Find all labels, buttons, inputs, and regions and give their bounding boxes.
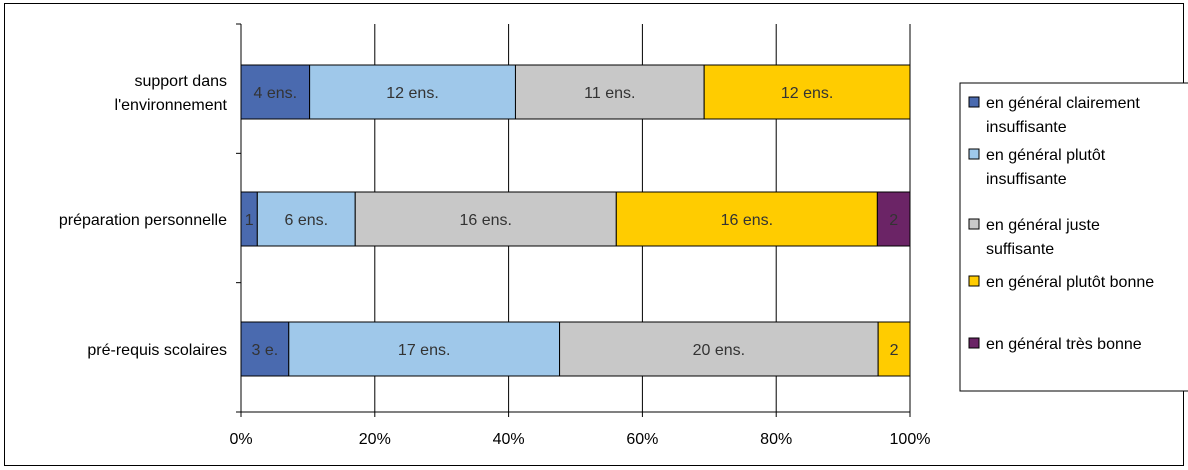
category-label: support dans [134, 73, 227, 90]
data-label: 2 [889, 212, 898, 229]
data-label: 12 ens. [386, 85, 438, 102]
category-label: préparation personnelle [59, 212, 227, 229]
data-label: 16 ens. [460, 212, 512, 229]
legend-label: insuffisante [986, 171, 1067, 188]
x-tick-label: 20% [359, 431, 391, 448]
legend-label: en général très bonne [986, 336, 1142, 353]
legend-swatch [968, 96, 980, 108]
legend-swatch [968, 337, 980, 349]
x-tick-label: 0% [229, 431, 252, 448]
legend-label: insuffisante [986, 119, 1067, 136]
bar-segment [703, 64, 911, 120]
legend-swatch [968, 148, 980, 160]
legend-label: en général juste [986, 217, 1100, 234]
x-tick-label: 80% [760, 431, 792, 448]
data-label: 2 [890, 342, 899, 359]
bar-segment [877, 321, 911, 377]
category-label: l'environnement [115, 97, 228, 114]
legend-label: en général plutôt [986, 147, 1106, 164]
data-label: 12 ens. [781, 85, 833, 102]
bar-segment [309, 64, 516, 120]
x-tick-label: 60% [626, 431, 658, 448]
data-label: 20 ens. [693, 342, 745, 359]
bar-segment [240, 64, 311, 120]
bar-segment [514, 64, 705, 120]
legend-label: en général plutôt bonne [986, 274, 1154, 291]
bar-segment [615, 191, 878, 247]
x-tick-label: 100% [890, 431, 931, 448]
bar-segment [876, 191, 911, 247]
data-label: 1 [245, 212, 254, 229]
bar-segment [288, 321, 561, 377]
legend-swatch [968, 218, 980, 230]
data-label: 16 ens. [721, 212, 773, 229]
data-label: 3 e. [252, 342, 279, 359]
data-label: 17 ens. [398, 342, 450, 359]
legend-label: en général clairement [986, 95, 1140, 112]
x-tick-label: 40% [493, 431, 525, 448]
bar-segment [559, 321, 879, 377]
data-label: 6 ens. [284, 212, 328, 229]
bar-segment [256, 191, 356, 247]
bar-segment [354, 191, 617, 247]
category-label: pré-requis scolaires [87, 342, 227, 359]
legend-box [959, 82, 1188, 392]
data-label: 11 ens. [584, 85, 635, 102]
legend-swatch [968, 275, 980, 287]
data-label: 4 ens. [254, 85, 298, 102]
legend-label: suffisante [986, 241, 1054, 258]
